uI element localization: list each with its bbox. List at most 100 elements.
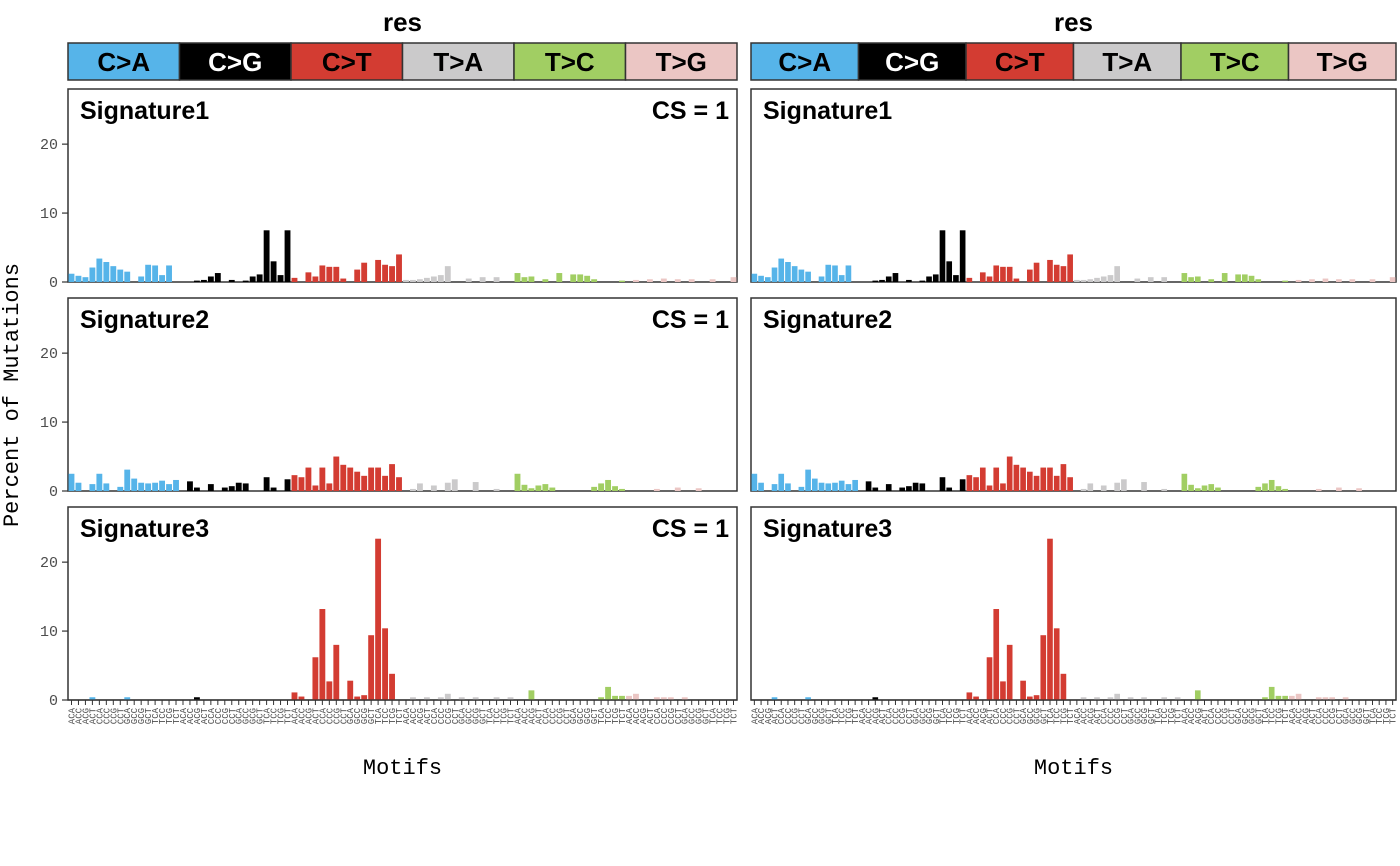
x-tick-label: TCT xyxy=(1174,707,1184,724)
bar xyxy=(1033,695,1040,700)
bar xyxy=(1262,483,1268,491)
bar xyxy=(1282,488,1288,491)
bar xyxy=(591,486,598,491)
bar xyxy=(542,484,549,491)
bar xyxy=(514,273,521,282)
bar xyxy=(96,258,103,282)
x-tick-label: GCC xyxy=(465,707,475,724)
bar xyxy=(347,467,354,491)
bar xyxy=(1188,484,1194,491)
bar xyxy=(291,692,298,700)
bar xyxy=(838,275,845,282)
x-tick-label: CCC xyxy=(325,707,335,724)
x-tick-label: GCA xyxy=(569,707,579,724)
x-tick-label: TCA xyxy=(709,707,719,724)
bar xyxy=(764,277,771,282)
bar xyxy=(986,485,993,491)
x-tick-label: GCG xyxy=(1140,708,1150,724)
x-axis-title: Motifs xyxy=(363,756,442,781)
bar xyxy=(396,477,402,491)
x-tick-label: CCA xyxy=(1207,707,1217,724)
x-tick-label: ACT xyxy=(1308,707,1318,724)
bar xyxy=(605,479,612,491)
x-tick-label: TCG xyxy=(723,708,733,724)
bar xyxy=(1006,266,1013,282)
bar xyxy=(430,485,437,491)
cs-label: CS = 1 xyxy=(652,515,729,543)
bar xyxy=(444,266,451,282)
bar xyxy=(124,271,131,282)
bar xyxy=(96,473,103,491)
bar xyxy=(1134,278,1141,282)
x-tick-label: GCA xyxy=(1342,707,1352,724)
x-tick-label: GCC xyxy=(576,707,586,724)
bar xyxy=(1208,484,1215,491)
bar xyxy=(361,695,368,700)
x-tick-label: ACT xyxy=(986,707,996,724)
bar xyxy=(1161,488,1168,491)
bar xyxy=(166,484,172,491)
x-tick-label: GCG xyxy=(695,708,705,724)
x-tick-label: ACT xyxy=(200,707,210,724)
x-tick-label: GCG xyxy=(249,708,259,724)
bar xyxy=(612,486,618,491)
x-tick-label: GCG xyxy=(925,708,935,724)
bar xyxy=(1215,487,1221,491)
x-tick-label: GCA xyxy=(681,707,691,724)
bar xyxy=(1275,486,1282,491)
bar xyxy=(389,266,395,282)
bar xyxy=(778,258,785,282)
x-tick-label: ACT xyxy=(771,707,781,724)
bar xyxy=(798,269,805,282)
bar xyxy=(528,276,535,282)
strip-label: C>G xyxy=(885,47,939,77)
panel-frame xyxy=(750,297,1397,492)
x-tick-label: GCT xyxy=(824,707,834,724)
x-tick-label: CCA xyxy=(207,707,217,724)
strip-t-to-g xyxy=(1287,42,1397,81)
x-tick-label: GCA xyxy=(458,707,468,724)
bar xyxy=(403,279,409,282)
x-tick-label: TCC xyxy=(945,707,955,724)
column-title: res xyxy=(1054,7,1093,37)
x-tick-label: GCC xyxy=(1133,707,1143,724)
bar xyxy=(1053,264,1060,282)
bar xyxy=(361,475,368,491)
bar xyxy=(986,276,993,282)
bar xyxy=(1208,279,1215,282)
bar xyxy=(966,277,973,282)
bar xyxy=(207,276,214,282)
bar xyxy=(187,481,193,491)
x-tick-label: GCC xyxy=(130,707,140,724)
x-tick-label: TCC xyxy=(1375,707,1385,724)
x-tick-label: CCG xyxy=(898,708,908,724)
bar xyxy=(1147,277,1154,282)
bar xyxy=(89,484,96,491)
bar xyxy=(207,484,214,491)
bar xyxy=(946,487,953,491)
bar xyxy=(926,276,932,282)
x-tick-label: ACT xyxy=(88,707,98,724)
panel-frame xyxy=(67,88,738,283)
bar xyxy=(619,280,625,282)
bar xyxy=(709,279,716,282)
bar xyxy=(660,697,667,700)
strip-label: C>T xyxy=(995,47,1045,77)
x-tick-label: ACG xyxy=(979,708,989,724)
x-tick-label: CCG xyxy=(791,708,801,724)
bar xyxy=(298,477,305,491)
bar xyxy=(347,680,354,700)
bar xyxy=(1295,279,1302,282)
bar xyxy=(1121,479,1127,491)
x-tick-label: TCC xyxy=(381,707,391,724)
x-tick-label: GCA xyxy=(1127,707,1137,724)
x-tick-label: ACA xyxy=(625,707,635,724)
y-axis-title: Percent of Mutations xyxy=(0,263,25,527)
x-tick-label: CCC xyxy=(999,707,1009,724)
x-tick-label: CCG xyxy=(221,708,231,724)
x-tick-label: GCC xyxy=(811,707,821,724)
x-tick-label: TCT xyxy=(1389,707,1399,724)
bar xyxy=(117,269,124,282)
bar xyxy=(1040,635,1047,700)
